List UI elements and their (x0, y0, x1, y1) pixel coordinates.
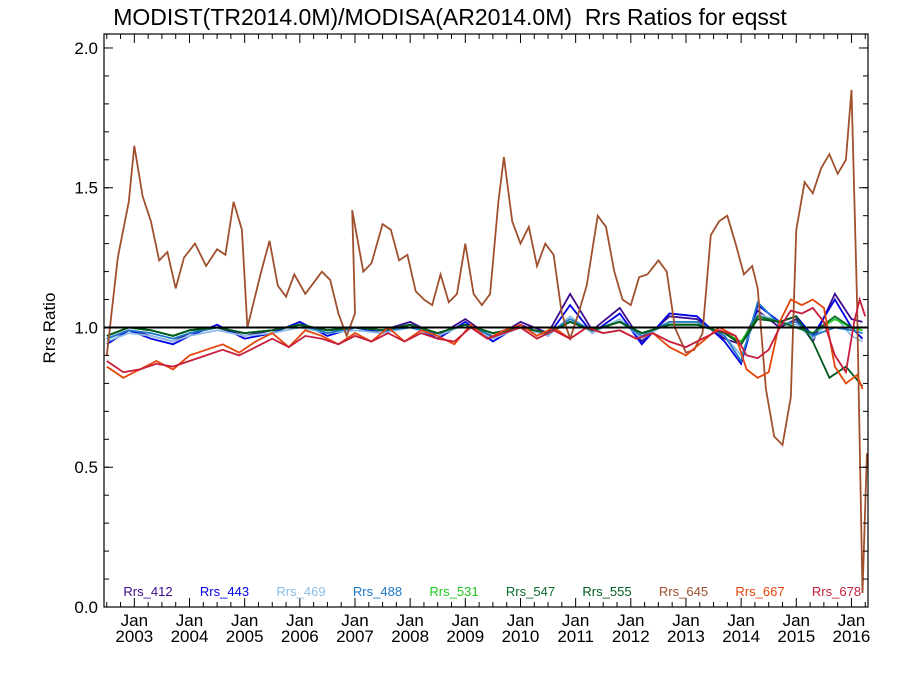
x-tick-label-year: 2009 (446, 627, 484, 646)
x-tick-label-year: 2012 (612, 627, 650, 646)
series-line-rrs-678 (106, 296, 867, 375)
x-tick-label-month: Jan (507, 611, 534, 630)
x-tick-label-year: 2014 (722, 627, 760, 646)
x-tick-label-year: 2015 (777, 627, 815, 646)
plot-area: 0.00.51.01.52.0Jan2003Jan2004Jan2005Jan2… (74, 33, 871, 646)
legend-entry-rrs-469: Rrs_469 (276, 584, 325, 599)
legend-entry-rrs-531: Rrs_531 (429, 584, 478, 599)
x-tick-label-year: 2016 (833, 627, 871, 646)
x-tick-label-year: 2007 (336, 627, 374, 646)
x-tick-label-year: 2013 (667, 627, 705, 646)
x-tick-label-month: Jan (727, 611, 754, 630)
x-tick-label-month: Jan (396, 611, 423, 630)
x-tick-label-year: 2006 (281, 627, 319, 646)
y-tick-label: 0.0 (74, 598, 98, 617)
legend-entry-rrs-678: Rrs_678 (812, 584, 861, 599)
legend-entry-rrs-443: Rrs_443 (200, 584, 249, 599)
x-tick-label-month: Jan (341, 611, 368, 630)
x-tick-label-month: Jan (562, 611, 589, 630)
legend-entry-rrs-645: Rrs_645 (659, 584, 708, 599)
x-tick-label-month: Jan (617, 611, 644, 630)
x-tick-label-month: Jan (176, 611, 203, 630)
x-tick-label-month: Jan (121, 611, 148, 630)
plot-frame (103, 33, 869, 608)
x-tick-label-month: Jan (672, 611, 699, 630)
legend-entry-rrs-667: Rrs_667 (735, 584, 784, 599)
x-tick-label-month: Jan (231, 611, 258, 630)
x-tick-label-year: 2003 (115, 627, 153, 646)
y-axis-label: Rrs Ratio (40, 293, 59, 364)
legend-entry-rrs-547: Rrs_547 (506, 584, 555, 599)
x-tick-label-year: 2004 (171, 627, 209, 646)
y-tick-label: 1.5 (74, 179, 98, 198)
x-tick-label-year: 2011 (557, 627, 594, 646)
series-line-rrs-645 (105, 89, 868, 594)
x-tick-label-year: 2005 (226, 627, 264, 646)
x-tick-label-month: Jan (286, 611, 313, 630)
y-tick-label: 0.5 (74, 458, 98, 477)
legend-entry-rrs-488: Rrs_488 (353, 584, 402, 599)
series-line-rrs-667 (106, 298, 864, 390)
x-tick-label-year: 2008 (391, 627, 429, 646)
x-tick-label-month: Jan (838, 611, 865, 630)
y-tick-label: 1.0 (74, 318, 98, 337)
x-tick-label-year: 2010 (502, 627, 540, 646)
chart-title: MODIST(TR2014.0M)/MODISA(AR2014.0M) Rrs … (113, 4, 787, 30)
y-tick-label: 2.0 (74, 39, 98, 58)
x-tick-label-month: Jan (783, 611, 810, 630)
legend-entry-rrs-555: Rrs_555 (582, 584, 631, 599)
x-tick-label-month: Jan (452, 611, 479, 630)
legend-entry-rrs-412: Rrs_412 (123, 584, 172, 599)
